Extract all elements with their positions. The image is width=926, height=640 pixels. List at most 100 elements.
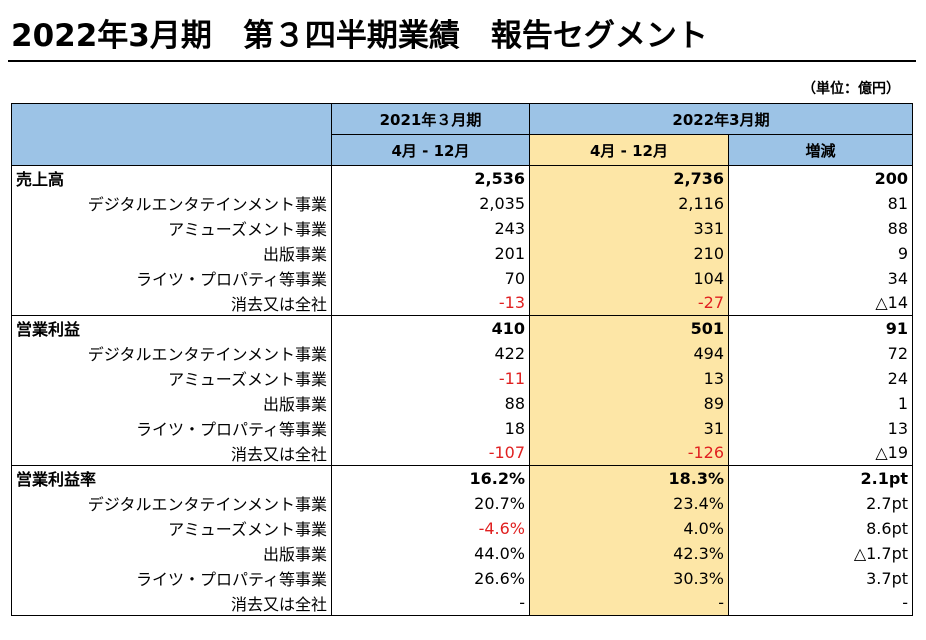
page-title: 2022年3月期 第３四半期業績 報告セグメント	[11, 18, 708, 54]
value-cell: 13	[529, 365, 729, 391]
value-cell: 3.7pt	[728, 565, 913, 591]
total-value-cell: 2.1pt	[728, 465, 913, 491]
value-cell: 31	[529, 415, 729, 441]
value-cell: 18	[331, 415, 530, 441]
table-row: デジタルエンタテインメント事業 2,035 2,116 81	[11, 190, 913, 216]
value-cell: -27	[529, 290, 729, 316]
segment-label: ライツ・プロパティ等事業	[11, 415, 332, 441]
table-row: ライツ・プロパティ等事業 18 31 13	[11, 415, 913, 441]
value-cell: 24	[728, 365, 913, 391]
section-total-row: 営業利益 410 501 91	[11, 315, 913, 341]
section-total-row: 営業利益率 16.2% 18.3% 2.1pt	[11, 465, 913, 491]
table-row: 消去又は全社 - - -	[11, 590, 913, 616]
table-row: 消去又は全社 -13 -27 △14	[11, 290, 913, 316]
total-value-cell: 410	[331, 315, 530, 341]
unit-label: （単位：億円）	[802, 81, 900, 97]
value-cell: 13	[728, 415, 913, 441]
table-row: 出版事業 44.0% 42.3% △1.7pt	[11, 540, 913, 566]
table-row: アミューズメント事業 -11 13 24	[11, 365, 913, 391]
value-cell: 81	[728, 190, 913, 216]
segment-label: デジタルエンタテインメント事業	[11, 190, 332, 216]
value-cell: 42.3%	[529, 540, 729, 566]
value-cell: △19	[728, 440, 913, 466]
section-title: 営業利益	[11, 315, 332, 341]
value-cell: △14	[728, 290, 913, 316]
total-value-cell: 2,736	[529, 165, 729, 191]
value-cell: 20.7%	[331, 490, 530, 516]
table-row: デジタルエンタテインメント事業 422 494 72	[11, 340, 913, 366]
section-title: 売上高	[11, 165, 332, 191]
table-row: 出版事業 88 89 1	[11, 390, 913, 416]
value-cell: 104	[529, 265, 729, 291]
segment-label: アミューズメント事業	[11, 515, 332, 541]
header-row-top: 2021年３月期 2022年3月期	[11, 103, 913, 166]
total-value-cell: 2,536	[331, 165, 530, 191]
total-value-cell: 200	[728, 165, 913, 191]
value-cell: 210	[529, 240, 729, 266]
table-row: デジタルエンタテインメント事業 20.7% 23.4% 2.7pt	[11, 490, 913, 516]
segment-label: デジタルエンタテインメント事業	[11, 340, 332, 366]
header-change: 増減	[728, 134, 913, 166]
table-row: アミューズメント事業 -4.6% 4.0% 8.6pt	[11, 515, 913, 541]
total-value-cell: 16.2%	[331, 465, 530, 491]
segment-results-table: 2021年３月期 2022年3月期 4月 - 12月 4月 - 12月 増減 売…	[11, 103, 913, 616]
segment-label: 出版事業	[11, 390, 332, 416]
total-value-cell: 91	[728, 315, 913, 341]
table-row: 出版事業 201 210 9	[11, 240, 913, 266]
segment-label: 出版事業	[11, 540, 332, 566]
total-value-cell: 18.3%	[529, 465, 729, 491]
table-row: ライツ・プロパティ等事業 70 104 34	[11, 265, 913, 291]
value-cell: 23.4%	[529, 490, 729, 516]
segment-label: ライツ・プロパティ等事業	[11, 265, 332, 291]
value-cell: 89	[529, 390, 729, 416]
title-underline	[8, 60, 916, 62]
value-cell: 243	[331, 215, 530, 241]
value-cell: 88	[728, 215, 913, 241]
value-cell: 422	[331, 340, 530, 366]
table-row: 消去又は全社 -107 -126 △19	[11, 440, 913, 466]
value-cell: 70	[331, 265, 530, 291]
header-period-2022: 4月 - 12月	[529, 134, 729, 166]
value-cell: 72	[728, 340, 913, 366]
value-cell: -	[331, 590, 530, 616]
value-cell: 331	[529, 215, 729, 241]
header-fy2021: 2021年３月期	[331, 103, 530, 135]
segment-label: 消去又は全社	[11, 440, 332, 466]
value-cell: 2,116	[529, 190, 729, 216]
section-title: 営業利益率	[11, 465, 332, 491]
value-cell: -4.6%	[331, 515, 530, 541]
value-cell: 2.7pt	[728, 490, 913, 516]
segment-label: 消去又は全社	[11, 590, 332, 616]
table-row: ライツ・プロパティ等事業 26.6% 30.3% 3.7pt	[11, 565, 913, 591]
value-cell: 8.6pt	[728, 515, 913, 541]
value-cell: 44.0%	[331, 540, 530, 566]
value-cell: -	[529, 590, 729, 616]
header-blank-cell	[11, 103, 332, 166]
header-period-2021: 4月 - 12月	[331, 134, 530, 166]
value-cell: -11	[331, 365, 530, 391]
segment-label: 出版事業	[11, 240, 332, 266]
value-cell: 201	[331, 240, 530, 266]
total-value-cell: 501	[529, 315, 729, 341]
value-cell: 494	[529, 340, 729, 366]
header-row-sub: 4月 - 12月 4月 - 12月 増減	[12, 134, 913, 166]
segment-label: 消去又は全社	[11, 290, 332, 316]
segment-label: アミューズメント事業	[11, 215, 332, 241]
section-total-row: 売上高 2,536 2,736 200	[11, 165, 913, 191]
value-cell: -107	[331, 440, 530, 466]
value-cell: 30.3%	[529, 565, 729, 591]
value-cell: -13	[331, 290, 530, 316]
value-cell: 26.6%	[331, 565, 530, 591]
value-cell: 34	[728, 265, 913, 291]
value-cell: 9	[728, 240, 913, 266]
value-cell: 2,035	[331, 190, 530, 216]
value-cell: 88	[331, 390, 530, 416]
value-cell: 1	[728, 390, 913, 416]
segment-label: ライツ・プロパティ等事業	[11, 565, 332, 591]
value-cell: 4.0%	[529, 515, 729, 541]
segment-label: アミューズメント事業	[11, 365, 332, 391]
value-cell: -126	[529, 440, 729, 466]
value-cell: △1.7pt	[728, 540, 913, 566]
header-fy2022: 2022年3月期	[529, 103, 913, 135]
value-cell: -	[728, 590, 913, 616]
